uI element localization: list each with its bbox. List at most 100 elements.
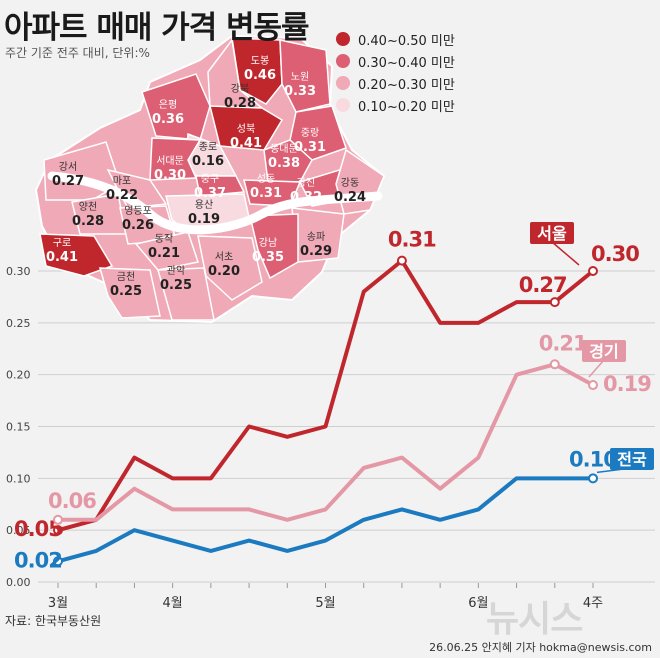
- series-tag-label: 서울: [537, 224, 567, 243]
- district-value: 0.25: [110, 284, 142, 299]
- district-name: 동대문: [270, 143, 298, 155]
- data-point-marker: [588, 473, 598, 484]
- data-label: 0.02: [14, 548, 62, 572]
- district-name: 금천: [117, 271, 135, 283]
- district-value: 0.38: [268, 156, 300, 171]
- series-line-1: [56, 258, 595, 533]
- data-label: 0.19: [603, 372, 651, 396]
- data-label: 0.30: [591, 242, 639, 266]
- district-name: 강북: [231, 83, 249, 95]
- data-label: 0.06: [48, 489, 96, 513]
- district-value: 0.25: [160, 278, 192, 293]
- map-district: [157, 267, 215, 321]
- district-name: 강동: [341, 177, 359, 189]
- map-district: [149, 137, 202, 181]
- district-value: 0.20: [208, 264, 240, 279]
- y-tick-label: 0.30: [6, 265, 31, 278]
- legend-swatch: [336, 54, 350, 68]
- district-name: 중구: [201, 173, 219, 185]
- x-tick-label: 4월: [163, 596, 183, 611]
- district-value: 0.31: [250, 186, 282, 201]
- district-value: 0.37: [194, 186, 226, 201]
- district-value: 0.35: [252, 250, 284, 265]
- district-name: 은평: [159, 99, 177, 111]
- district-value: 0.32: [290, 190, 322, 205]
- newsis-watermark: 뉴시스: [486, 599, 583, 640]
- district-value: 0.16: [192, 154, 224, 169]
- district-value: 0.36: [152, 112, 184, 127]
- y-tick-label: 0.15: [6, 421, 31, 434]
- label-layer: 0.050.310.270.300.060.210.190.020.10서울경기…: [14, 222, 654, 572]
- district-value: 0.29: [300, 244, 332, 259]
- y-tick-label: 0.05: [6, 524, 31, 537]
- district-name: 광진: [297, 177, 315, 189]
- series-layer: [56, 258, 595, 564]
- district-value: 0.19: [188, 212, 220, 227]
- series-tag-leader: [551, 241, 580, 266]
- district-name: 성동: [257, 173, 275, 185]
- legend-swatch: [336, 32, 350, 46]
- legend-label: 0.10~0.20 미만: [358, 99, 455, 115]
- legend-item: 0.10~0.20 미만: [336, 94, 455, 116]
- y-tick-label: 0.00: [6, 576, 31, 589]
- han-river: [47, 171, 383, 235]
- district-name: 동작: [155, 233, 173, 245]
- district-name: 서대문: [156, 155, 184, 167]
- map-district: [209, 105, 284, 151]
- y-tick-label: 0.25: [6, 317, 31, 330]
- district-name: 성북: [237, 123, 255, 135]
- district-name: 강서: [59, 161, 77, 173]
- district-value: 0.30: [154, 168, 186, 183]
- legend-label: 0.40~0.50 미만: [358, 33, 455, 49]
- district-value: 0.31: [294, 140, 326, 155]
- district-name: 노원: [291, 71, 309, 83]
- data-point-marker: [549, 359, 560, 370]
- data-label: 0.10: [569, 447, 617, 471]
- credit-line: 26.06.25 안지혜 기자 hokma@newsis.com: [429, 641, 652, 654]
- district-name: 마포: [113, 175, 131, 187]
- district-value: 0.33: [284, 84, 316, 99]
- district-value: 0.28: [224, 96, 256, 111]
- district-name: 영등포: [124, 205, 152, 217]
- data-point-marker: [396, 255, 407, 266]
- legend-swatch: [336, 76, 350, 90]
- series-tag-leader: [588, 359, 605, 378]
- chart-subtitle: 주간 기준 전주 대비, 단위:%: [5, 46, 150, 60]
- x-tick-label: 4주: [583, 596, 603, 611]
- y-tick-label: 0.10: [6, 472, 31, 485]
- district-value: 0.21: [148, 246, 180, 261]
- map-district: [249, 213, 299, 280]
- map-district: [141, 73, 211, 141]
- x-tick-label: 6월: [468, 596, 488, 611]
- district-name: 도봉: [251, 55, 269, 67]
- district-value: 0.26: [122, 218, 154, 233]
- y-tick-label: 0.20: [6, 369, 31, 382]
- source-note: 자료: 한국부동산원: [5, 614, 102, 628]
- legend-swatch: [336, 98, 350, 112]
- data-label: 0.21: [539, 331, 587, 355]
- legend-label: 0.30~0.40 미만: [358, 55, 455, 71]
- data-point-marker: [53, 514, 63, 525]
- district-value: 0.24: [334, 190, 366, 205]
- series-line-3: [56, 476, 595, 564]
- map-district: [39, 233, 114, 277]
- data-point-marker: [549, 297, 560, 308]
- series-tag-box: [530, 222, 574, 244]
- legend-item: 0.40~0.50 미만: [336, 28, 455, 50]
- map-district: [98, 267, 161, 319]
- series-tag-box: [582, 340, 626, 362]
- seoul-district-map: 도봉0.46 노원0.33강북0.28은평0.36성북0.41중랑0.31종로0.…: [34, 34, 386, 324]
- data-label: 0.27: [519, 273, 567, 297]
- district-value: 0.27: [52, 174, 84, 189]
- chart-title: 아파트 매매 가격 변동률: [4, 10, 310, 46]
- x-tick-label: 3월: [48, 596, 68, 611]
- map-district: [134, 231, 199, 271]
- x-tick-label: 5월: [315, 596, 335, 611]
- grid-layer: 0.00 0.05 0.10 0.15 0.20 0.25 0.30 3월 4월 5월 6월 4주: [6, 265, 655, 611]
- district-name: 종로: [199, 141, 217, 153]
- district-value: 0.46: [244, 68, 276, 83]
- map-legend: 0.40~0.50 미만 0.30~0.40 미만 0.20~0.30 미만 0…: [336, 28, 455, 116]
- series-tag-label: 경기: [589, 342, 618, 361]
